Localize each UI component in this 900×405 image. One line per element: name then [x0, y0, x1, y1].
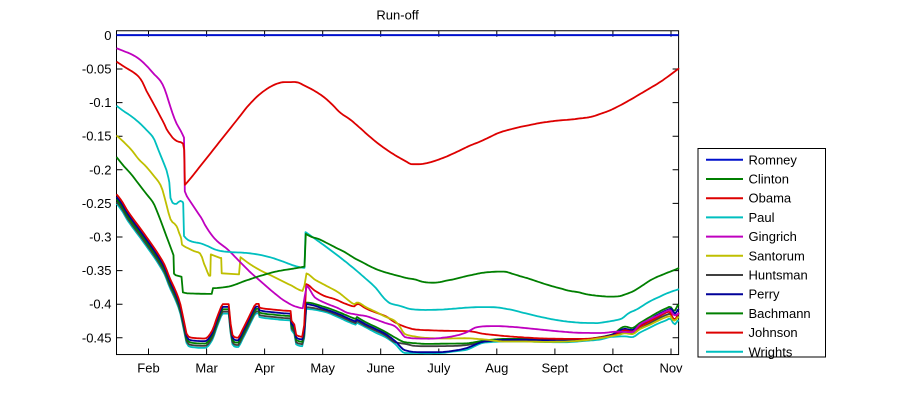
- svg-text:Feb: Feb: [137, 361, 159, 376]
- svg-text:Gingrich: Gingrich: [749, 229, 797, 244]
- svg-text:-0.2: -0.2: [89, 162, 111, 177]
- svg-text:-0.35: -0.35: [82, 263, 112, 278]
- svg-text:-0.25: -0.25: [82, 196, 112, 211]
- svg-text:Nov: Nov: [659, 361, 683, 376]
- svg-text:Mar: Mar: [195, 361, 218, 376]
- svg-text:0: 0: [104, 28, 111, 43]
- svg-text:Sept: Sept: [542, 361, 569, 376]
- svg-text:-0.45: -0.45: [82, 330, 112, 345]
- svg-text:-0.1: -0.1: [89, 95, 111, 110]
- svg-text:Aug: Aug: [485, 361, 508, 376]
- svg-text:Santorum: Santorum: [749, 248, 805, 263]
- svg-text:-0.15: -0.15: [82, 129, 112, 144]
- svg-text:Romney: Romney: [749, 152, 798, 167]
- svg-text:May: May: [310, 361, 335, 376]
- svg-text:Huntsman: Huntsman: [749, 268, 808, 283]
- svg-text:Clinton: Clinton: [749, 172, 789, 187]
- svg-text:Bachmann: Bachmann: [749, 306, 811, 321]
- svg-text:-0.3: -0.3: [89, 230, 111, 245]
- svg-text:Apr: Apr: [254, 361, 275, 376]
- svg-text:Run-off: Run-off: [376, 8, 419, 23]
- svg-text:-0.05: -0.05: [82, 62, 112, 77]
- svg-text:June: June: [367, 361, 395, 376]
- svg-text:Paul: Paul: [749, 210, 775, 225]
- svg-text:Wrights: Wrights: [749, 344, 793, 359]
- svg-text:Perry: Perry: [749, 287, 781, 302]
- svg-text:Johnson: Johnson: [749, 325, 798, 340]
- svg-text:Obama: Obama: [749, 191, 792, 206]
- svg-text:-0.4: -0.4: [89, 297, 111, 312]
- svg-text:July: July: [427, 361, 451, 376]
- svg-text:Oct: Oct: [603, 361, 624, 376]
